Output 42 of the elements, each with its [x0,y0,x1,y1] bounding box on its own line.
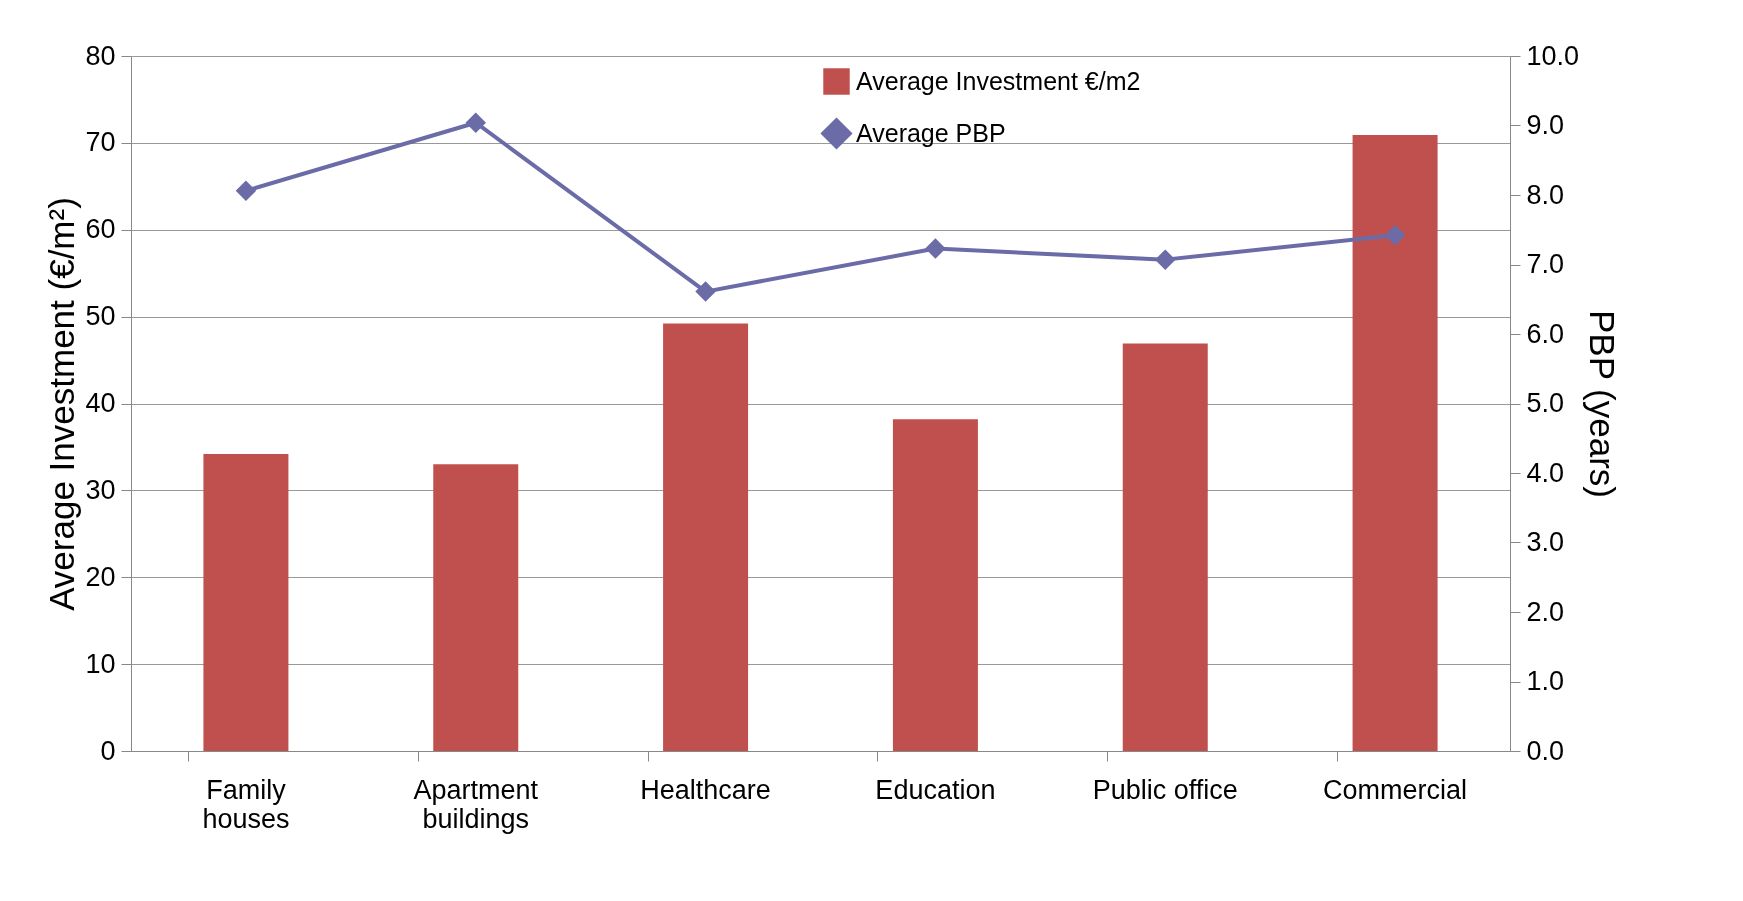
bar [1352,135,1438,751]
x-tick-label: Commercial [1323,774,1468,805]
legend-label: Average Investment €/m2 [856,66,1141,95]
y2-tick-label: 6.0 [1526,318,1565,349]
point [465,112,486,133]
x-tick-label: Education [875,774,996,805]
legend-label: Average PBP [856,118,1006,147]
point [1155,249,1176,270]
y-tick-label: 50 [85,301,116,332]
y2-tick-label: 9.0 [1526,110,1565,140]
y-tick-label: 30 [85,474,116,505]
x-tick-label: Healthcare [640,774,771,805]
point [925,238,946,259]
y2-tick-label: 0.0 [1526,735,1565,766]
y-tick-label: 60 [85,214,116,245]
y2-tick-label: 7.0 [1526,249,1565,279]
y-axis-title: Average Investment (€/m²) [42,197,82,611]
y-tick-label: 10 [85,648,116,679]
x-tick-label: Public office [1092,774,1238,805]
bar [1122,343,1208,751]
y2-tick-label: 3.0 [1526,527,1565,557]
y2-axis-title: PBP (years) [1583,309,1623,499]
y2-tick-label: 10.0 [1526,40,1580,71]
y-tick-label: 0 [100,735,116,766]
point [695,281,716,302]
y-tick-label: 20 [85,561,116,592]
bar [663,323,749,751]
bar [203,453,289,751]
y2-tick-label: 4.0 [1526,457,1565,488]
y-tick-label: 40 [85,388,116,418]
y2-tick-label: 8.0 [1526,179,1565,210]
y-tick-label: 80 [85,40,116,71]
point [1384,225,1406,246]
y2-tick-label: 2.0 [1526,596,1565,627]
point [235,180,257,202]
x-tick-label: Family houses [202,774,290,834]
bar [433,464,519,751]
y2-tick-label: 1.0 [1526,666,1565,696]
x-tick-label: Apartment buildings [413,774,539,834]
bar [892,419,978,751]
y2-tick-label: 5.0 [1526,388,1565,418]
y-tick-label: 70 [85,127,116,158]
